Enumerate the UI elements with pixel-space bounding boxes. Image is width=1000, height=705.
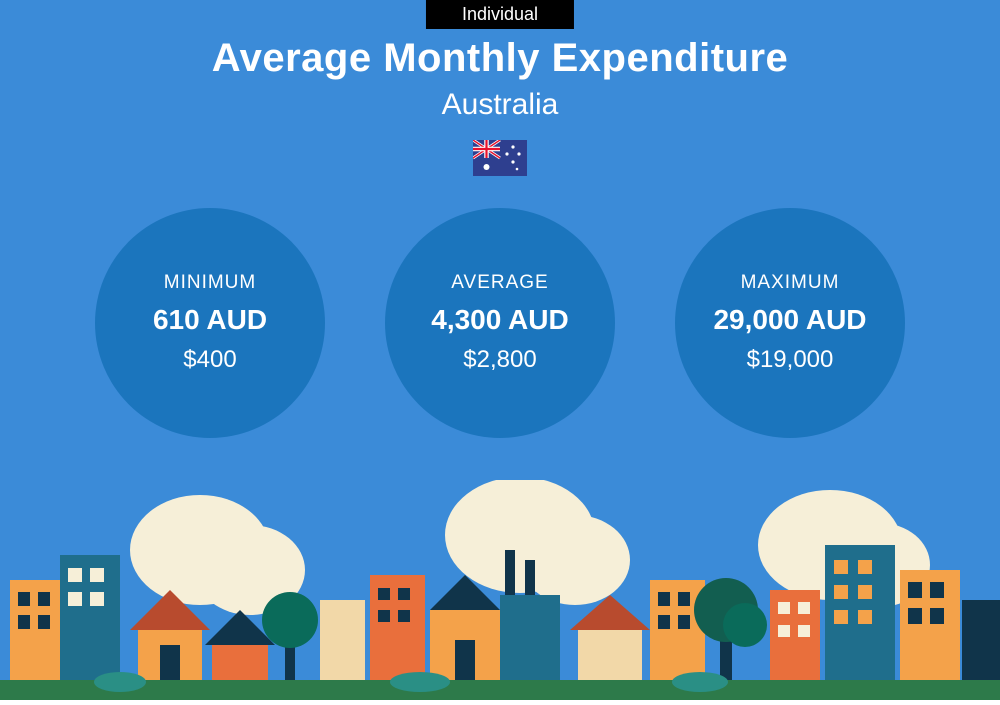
stat-circle-minimum: MINIMUM 610 AUD $400 xyxy=(95,208,325,438)
category-badge: Individual xyxy=(426,0,574,29)
page-subtitle: Australia xyxy=(0,88,1000,122)
stat-secondary: $19,000 xyxy=(747,346,834,374)
stat-circle-average: AVERAGE 4,300 AUD $2,800 xyxy=(385,208,615,438)
stat-secondary: $2,800 xyxy=(463,346,536,374)
stat-primary: 29,000 AUD xyxy=(713,304,866,336)
stat-primary: 4,300 AUD xyxy=(431,304,568,336)
stat-circles-row: MINIMUM 610 AUD $400 AVERAGE 4,300 AUD $… xyxy=(0,208,1000,438)
stat-label: AVERAGE xyxy=(451,272,548,294)
stat-label: MINIMUM xyxy=(164,272,256,294)
infographic-canvas: Individual Average Monthly Expenditure A… xyxy=(0,0,1000,700)
australia-flag-icon xyxy=(473,140,527,176)
skyline-illustration xyxy=(0,480,1000,700)
page-title: Average Monthly Expenditure xyxy=(0,36,1000,81)
stat-primary: 610 AUD xyxy=(153,304,267,336)
stat-circle-maximum: MAXIMUM 29,000 AUD $19,000 xyxy=(675,208,905,438)
category-badge-text: Individual xyxy=(462,4,538,24)
stat-label: MAXIMUM xyxy=(741,272,840,294)
stat-secondary: $400 xyxy=(183,346,236,374)
